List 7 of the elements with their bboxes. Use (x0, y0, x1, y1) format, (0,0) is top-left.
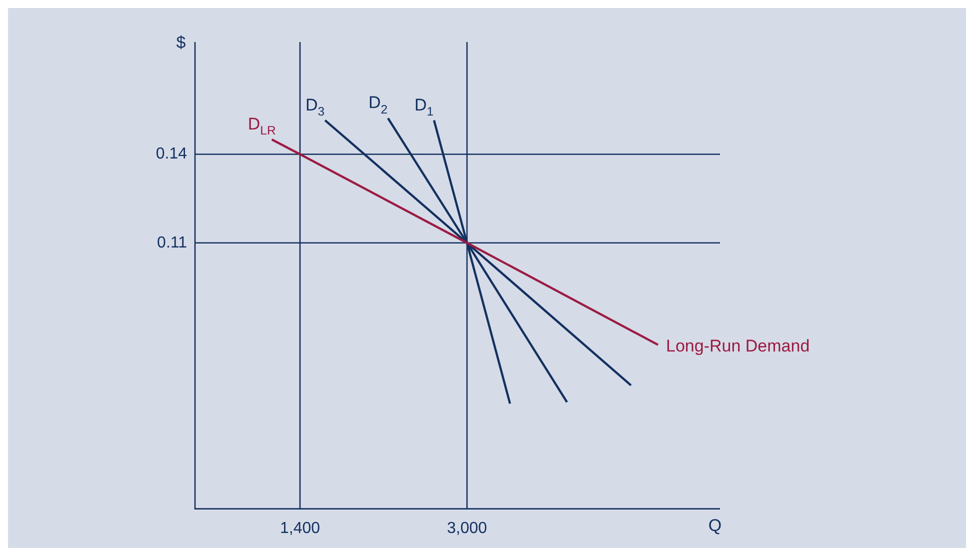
y-axis-title: $ (176, 33, 186, 52)
y-tick-label: 0.14 (156, 146, 188, 163)
x-tick-label: 1,400 (280, 520, 320, 537)
x-tick-label: 3,000 (446, 520, 488, 537)
x-axis-title: Q (708, 516, 722, 535)
y-tick-label: 0.11 (157, 234, 188, 252)
annotation: Long-Run Demand (666, 336, 810, 356)
